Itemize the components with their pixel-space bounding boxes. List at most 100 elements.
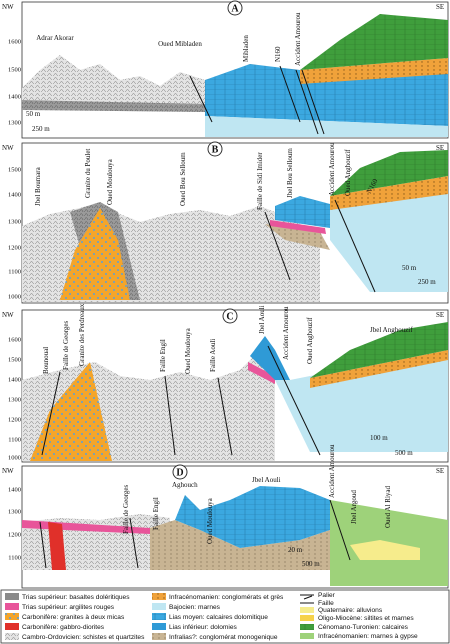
legend-label: Bajocien: marnes (169, 604, 221, 611)
layer (150, 520, 330, 570)
place-label: Faille Engil (159, 339, 167, 372)
panel-badge (207, 141, 223, 157)
legend-swatch (152, 593, 166, 600)
legend-swatch (152, 633, 166, 640)
legend-label: Infralias?: conglomérat monogenique (169, 634, 278, 641)
legend-swatch (300, 624, 314, 630)
layer (30, 362, 112, 461)
layer (330, 176, 448, 210)
place-label: Faille de Georges (122, 484, 130, 534)
place-label: Jbel Argoud (350, 490, 358, 524)
layer (300, 14, 448, 70)
elevation-label: 1500 (8, 356, 21, 363)
panel-c: C NW SE 1600 1500 1400 1300 1200 1100 10… (2, 303, 449, 463)
place-label: Oued Moulouya (184, 327, 192, 374)
place-label: Oued Bou Selloum (179, 152, 187, 206)
elevation-label: 1400 (8, 486, 21, 493)
layer (310, 322, 448, 378)
layer (300, 58, 448, 84)
legend: Trias supérieur: basaltes doléritiques T… (0, 589, 450, 644)
place-label: Jbel Aouli (258, 305, 266, 334)
fault (329, 499, 351, 561)
place-label: Jbel Boumara (34, 166, 42, 206)
layer (265, 224, 330, 250)
place-label: Jbel Anghouzif (370, 326, 413, 334)
layer (330, 150, 448, 196)
legend-label: Carbonifère: granites à deux micas (22, 614, 125, 621)
panel-d: D NW SE 1400 1300 1200 1100 Faille de Ge… (2, 444, 449, 589)
elevation-label: 1400 (8, 93, 21, 100)
legend-label: Trias supérieur: argilites rouges (22, 604, 115, 611)
elevation-label: 1400 (8, 376, 21, 383)
fault (301, 69, 325, 135)
place-label: N160 (274, 46, 282, 62)
legend-swatch (152, 623, 166, 630)
elevation-label: 1100 (8, 268, 21, 275)
place-label: Oued Moulouya (206, 497, 214, 544)
legend-label: Quaternaire: alluvions (318, 607, 383, 614)
legend-swatch (300, 633, 314, 639)
elevation-label: 1300 (8, 218, 21, 225)
elevation-label: 1400 (8, 191, 21, 198)
layer (350, 540, 420, 560)
fault (39, 521, 47, 569)
legend-label: Lias inférieur: dolomies (169, 624, 238, 631)
layer (248, 362, 275, 384)
legend-label: Trias supérieur: basaltes doléritiques (22, 594, 130, 601)
place-label: Accident Amourou (282, 306, 290, 360)
elevation-label: 1200 (8, 531, 21, 538)
fault (164, 375, 176, 456)
elevation-label: 1000 (8, 454, 21, 461)
legend-label: Cambro-Ordovicien: schistes et quartzite… (22, 634, 145, 641)
legend-swatch (300, 615, 314, 621)
place-label: Faille Engil (152, 497, 160, 530)
place-label: Accident Amourou (328, 444, 336, 498)
place-label: Faille de Sidi Imider (256, 152, 264, 210)
legend-label: Palier (318, 592, 336, 599)
scale-label: 500 m (395, 449, 413, 457)
legend-swatch (5, 603, 19, 610)
scale-label: 100 m (370, 434, 388, 442)
scale-label: 250 m (418, 278, 436, 286)
place-label: Mibladen (242, 35, 250, 62)
place-label: Faille de Georges (62, 320, 70, 370)
elevation-label: 1600 (8, 336, 21, 343)
corner-label: SE (436, 144, 444, 152)
place-label: Accident Amourou (328, 142, 336, 196)
elevation-label: 1500 (8, 66, 21, 73)
place-label: Accident Amourou (294, 12, 302, 66)
scale-label: 500 m (302, 560, 320, 568)
layer (48, 522, 66, 570)
corner-label: SE (436, 467, 444, 475)
place-label: Faille Aouli (209, 339, 217, 372)
panel-b: B NW SE 1500 1400 1300 1200 1100 1000 Jb… (2, 141, 449, 304)
legend-swatch (5, 633, 19, 640)
fault (267, 345, 321, 456)
elevation-label: 1600 (8, 38, 21, 45)
elevation-label: 1100 (8, 436, 21, 443)
fault (264, 211, 291, 281)
elevation-label: 1300 (8, 396, 21, 403)
scale-label: 250 m (32, 125, 50, 133)
fault (41, 371, 61, 456)
corner-label: SE (436, 3, 444, 11)
place-label: Aghouch (172, 481, 198, 489)
place-label: Granite des Perdreaux (78, 303, 86, 366)
place-label: Oued Mibladen (158, 40, 202, 48)
panel-badge (222, 308, 238, 324)
place-label: Oued Moulouya (106, 158, 114, 205)
fault (295, 69, 319, 135)
legend-swatch (5, 623, 19, 630)
fault (279, 65, 301, 123)
panel-badge (172, 464, 188, 480)
panel-letter: B (212, 144, 219, 155)
corner-label: NW (2, 144, 14, 152)
layer (205, 64, 448, 126)
legend-label: Oligo-Miocène: siltites et marnes (318, 615, 414, 622)
panel-a: A NW SE 1600 1500 1400 1300 Adrar Akorar… (2, 0, 449, 139)
elevation-label: 1100 (8, 554, 21, 561)
place-label: Adrar Akorar (36, 34, 74, 42)
fault (129, 517, 139, 569)
layer (330, 194, 448, 292)
